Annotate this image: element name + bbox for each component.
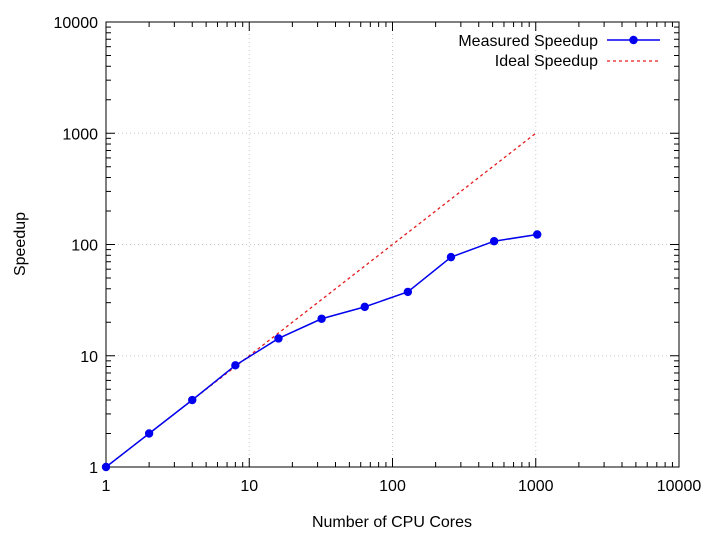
legend-marker-measured [629,35,638,45]
axis-ticks: 1 10 100 1000 10000 1 10 100 1000 10000 [54,15,702,495]
y-tick-label: 100 [71,238,98,255]
measured-speedup-point [144,429,154,438]
y-tick-label: 1000 [62,126,98,143]
legend-label-measured: Measured Speedup [458,33,598,50]
x-tick-label: 10000 [657,478,702,495]
measured-speedup-point [274,334,283,343]
measured-speedup-point [446,252,456,262]
x-tick-label: 10 [240,478,258,495]
measured-speedup-point [317,314,326,323]
y-tick-label: 1 [89,460,98,477]
x-tick-label: 1000 [518,478,554,495]
measured-speedup-point [188,395,197,405]
measured-speedup-point [231,361,240,370]
measured-speedup-point [533,230,542,239]
series [101,131,542,472]
y-tick-label: 10 [80,349,98,366]
measured-speedup-point [403,287,413,297]
measured-speedup-point [101,462,111,472]
measured-speedup-point [489,237,499,246]
legend-label-ideal: Ideal Speedup [495,53,598,70]
legend: Measured Speedup Ideal Speedup [458,33,660,70]
x-tick-label: 1 [102,478,111,495]
x-tick-label: 100 [379,478,406,495]
y-tick-label: 10000 [54,15,99,32]
x-axis-label: Number of CPU Cores [312,514,472,531]
y-axis-label: Speedup [12,212,29,276]
measured-speedup-point [360,302,369,312]
measured-speedup-line [105,233,538,468]
